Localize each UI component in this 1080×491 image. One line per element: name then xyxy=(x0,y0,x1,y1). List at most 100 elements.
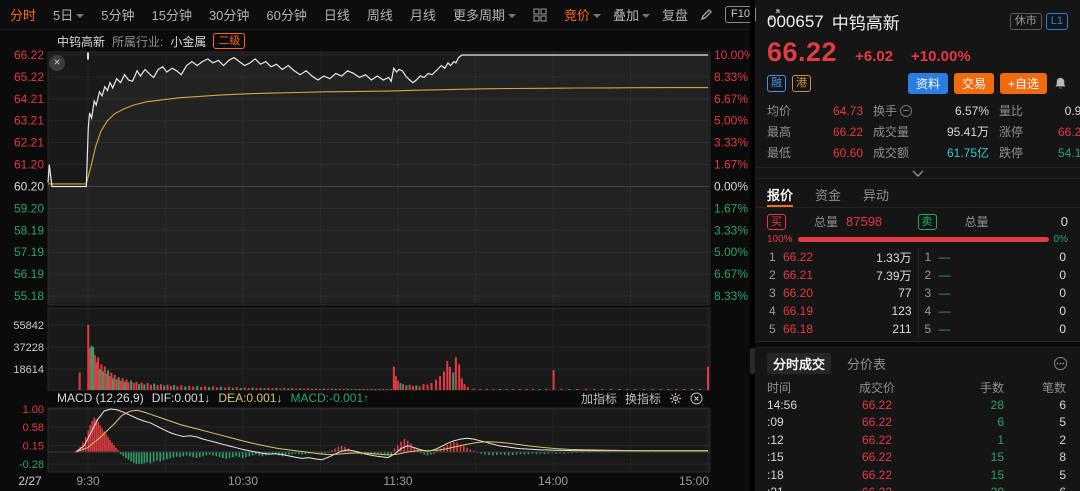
buy-row[interactable]: 5 66.18 211 xyxy=(769,320,912,338)
trade-row[interactable]: :09 66.22 6 5 xyxy=(755,414,1080,432)
close-chart-button[interactable]: × xyxy=(49,55,65,71)
tab-quote[interactable]: 报价 xyxy=(767,185,794,207)
buy-price: 66.22 xyxy=(783,250,814,264)
trade-lots: 1 xyxy=(997,432,1004,447)
auction-label: 竞价 xyxy=(563,8,590,23)
tab-price-table[interactable]: 分价表 xyxy=(847,357,887,372)
tab-funds[interactable]: 资金 xyxy=(815,188,842,203)
switch-indicator-button[interactable]: 换指标 xyxy=(624,391,661,406)
add-watchlist-button[interactable]: +自选 xyxy=(999,73,1047,94)
volume-label: 成交量 xyxy=(873,125,910,139)
svg-text:60.20: 60.20 xyxy=(14,179,44,193)
svg-text:1.67%: 1.67% xyxy=(714,158,748,172)
svg-text:18614: 18614 xyxy=(13,364,44,376)
trade-price: 66.22 xyxy=(831,485,923,491)
tab-60min[interactable]: 60分钟 xyxy=(266,8,307,23)
sell-row[interactable]: 3 — 0 xyxy=(925,284,1067,302)
margin-tag[interactable]: 融 xyxy=(767,75,786,92)
svg-text:10:30: 10:30 xyxy=(228,474,258,488)
trade-row[interactable]: :18 66.22 15 5 xyxy=(755,466,1080,484)
svg-text:3.33%: 3.33% xyxy=(714,223,748,237)
trade-count: 2 xyxy=(1059,432,1066,447)
tab-daily[interactable]: 日线 xyxy=(323,8,350,23)
f10-button[interactable]: F10 xyxy=(725,6,756,23)
low-value: 60.60 xyxy=(832,145,863,160)
quote-level-badge[interactable]: L1 xyxy=(1045,13,1068,30)
tab-15min[interactable]: 15分钟 xyxy=(151,8,192,23)
tab-intraday[interactable]: 分时 xyxy=(10,8,37,23)
alert-bell-icon[interactable] xyxy=(1053,76,1068,91)
panel-divider[interactable] xyxy=(750,0,755,491)
fullscreen-icon[interactable] xyxy=(768,8,781,21)
more-options-icon[interactable] xyxy=(1053,356,1068,371)
close-indicator-icon[interactable] xyxy=(690,392,703,405)
trade-row[interactable]: 14:56 66.22 28 6 xyxy=(755,396,1080,414)
sell-price: — xyxy=(938,250,951,264)
trade-lots: 6 xyxy=(997,415,1004,430)
limit-down-label: 跌停 xyxy=(999,146,1024,160)
tab-weekly[interactable]: 周线 xyxy=(366,8,393,23)
buy-row[interactable]: 1 66.22 1.33万 xyxy=(769,248,912,266)
svg-text:0.15: 0.15 xyxy=(23,441,44,453)
add-indicator-button[interactable]: 加指标 xyxy=(580,391,617,406)
svg-text:1.00: 1.00 xyxy=(23,404,44,416)
replay-button[interactable]: 复盘 xyxy=(661,8,688,23)
quote-tabs: 报价 资金 异动 xyxy=(755,179,1080,208)
limit-down-value: 54.18 xyxy=(1057,145,1080,160)
low-label: 最低 xyxy=(767,146,792,160)
tab-5min[interactable]: 5分钟 xyxy=(101,8,135,23)
overlay-menu[interactable]: 叠加 xyxy=(613,5,650,24)
buy-volume: 7.39万 xyxy=(876,268,912,283)
buy-volume: 123 xyxy=(891,304,912,318)
svg-text:57.19: 57.19 xyxy=(14,245,44,259)
tab-monthly[interactable]: 月线 xyxy=(409,8,436,23)
limit-up-label: 涨停 xyxy=(999,125,1024,139)
trade-row[interactable]: :2166.22206 xyxy=(755,484,1080,491)
sell-price: — xyxy=(938,322,951,336)
tab-5day[interactable]: 5日 xyxy=(53,5,85,24)
buy-row[interactable]: 2 66.21 7.39万 xyxy=(769,266,912,284)
col-price: 成交价 xyxy=(858,380,895,395)
collapse-minus-icon[interactable] xyxy=(900,104,913,117)
trade-button[interactable]: 交易 xyxy=(953,73,994,94)
expand-stats-chevron[interactable] xyxy=(755,168,1080,179)
trade-row[interactable]: :12 66.22 1 2 xyxy=(755,431,1080,449)
sell-row[interactable]: 5 — 0 xyxy=(925,320,1067,338)
svg-text:-0.28: -0.28 xyxy=(19,459,44,471)
svg-text:6.67%: 6.67% xyxy=(714,92,748,106)
auction-toggle[interactable]: 竞价 xyxy=(564,5,601,24)
svg-text:58.19: 58.19 xyxy=(14,223,44,237)
layout-grid-icon[interactable] xyxy=(533,8,547,22)
sell-row[interactable]: 1 — 0 xyxy=(925,248,1067,266)
industry-link[interactable]: 小金属 xyxy=(170,34,207,49)
intraday-chart[interactable]: 66.22 10.00% 65.22 8.33% 64.21 6.67% 63.21 5.00… xyxy=(0,0,753,491)
divider-handle[interactable] xyxy=(750,348,755,374)
sell-row[interactable]: 4 — 0 xyxy=(925,302,1067,320)
info-button[interactable]: 资料 xyxy=(907,73,948,94)
trade-price: 66.22 xyxy=(861,397,893,412)
buy-volume: 77 xyxy=(898,286,912,300)
sell-volume: 0 xyxy=(1059,322,1066,336)
more-periods-label: 更多周期 xyxy=(452,8,505,23)
price-change-pct: +10.00% xyxy=(911,48,971,65)
trade-time: :09 xyxy=(767,415,784,430)
tab-movements[interactable]: 异动 xyxy=(863,188,890,203)
macd-params-label: MACD (12,26,9) xyxy=(57,391,144,405)
chevron-down-icon xyxy=(507,13,516,18)
tab-5day-label: 5日 xyxy=(53,8,74,23)
buy-row[interactable]: 3 66.20 77 xyxy=(769,284,912,302)
tab-30min[interactable]: 30分钟 xyxy=(208,8,250,23)
hk-connect-tag[interactable]: 港 xyxy=(792,75,811,92)
draw-pen-icon[interactable] xyxy=(700,8,713,21)
svg-text:1.67%: 1.67% xyxy=(714,201,748,215)
turnover-label-text: 换手 xyxy=(873,104,898,118)
trade-row[interactable]: :15 66.22 15 8 xyxy=(755,449,1080,467)
tab-tick-trades[interactable]: 分时成交 xyxy=(767,353,832,374)
trade-time: 14:56 xyxy=(767,397,798,412)
buy-row[interactable]: 4 66.19 123 xyxy=(769,302,912,320)
indicator-settings-gear-icon[interactable] xyxy=(669,392,682,405)
sell-row[interactable]: 2 — 0 xyxy=(925,266,1067,284)
svg-text:5.00%: 5.00% xyxy=(714,114,748,128)
industry-level-badge[interactable]: 二级 xyxy=(213,33,246,49)
tab-more-periods[interactable]: 更多周期 xyxy=(453,5,516,24)
